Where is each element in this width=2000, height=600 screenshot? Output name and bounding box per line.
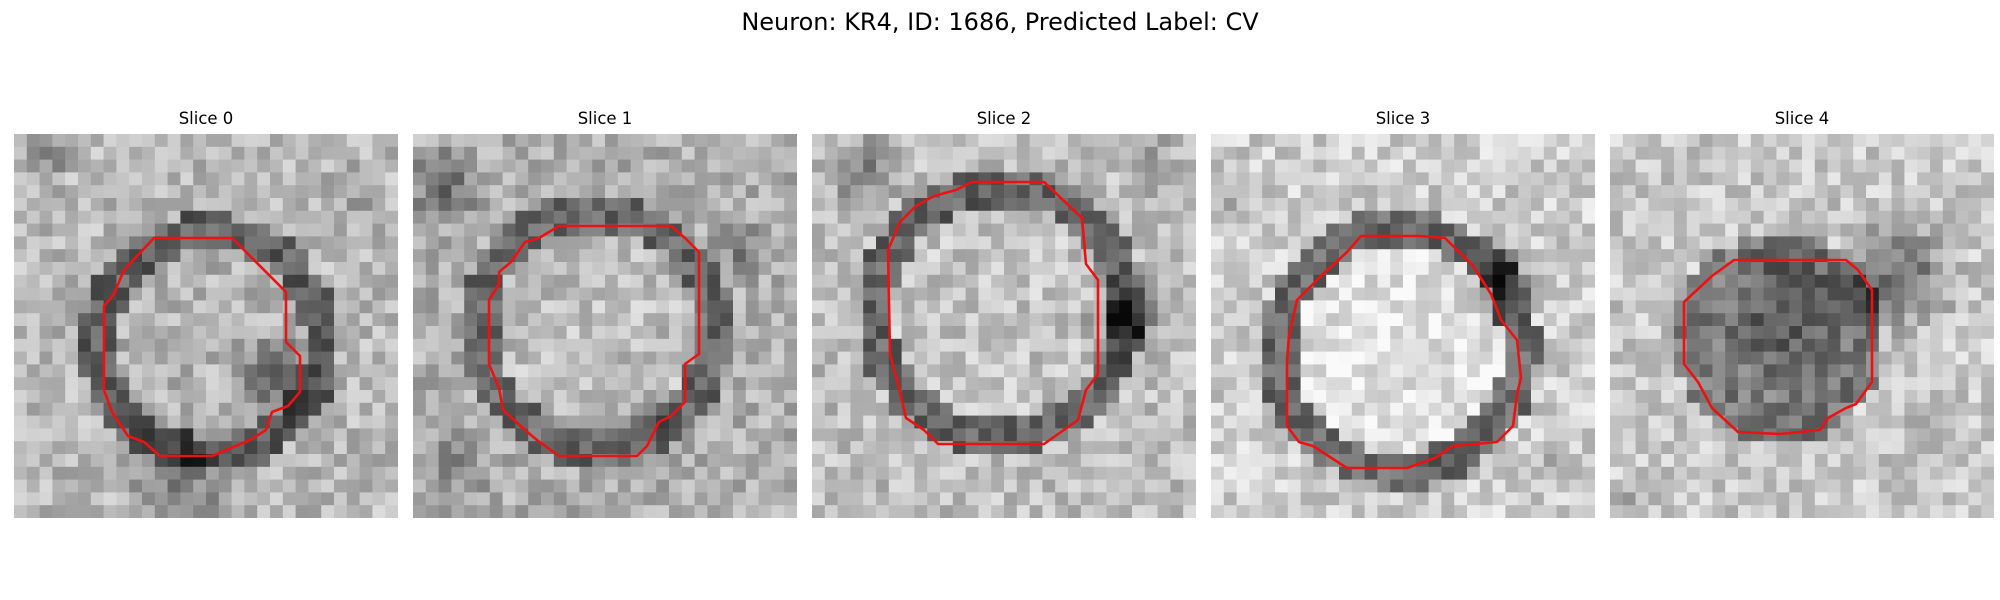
slice-image-1: [413, 134, 797, 518]
micrograph-pixels: [1211, 134, 1595, 518]
micrograph-pixels: [14, 134, 398, 518]
segmentation-contour: [102, 236, 302, 458]
slice-panel-1: Slice 1: [413, 108, 797, 518]
slice-panel-4: Slice 4: [1610, 108, 1994, 518]
slice-title-4: Slice 4: [1774, 109, 1830, 128]
slice-image-4: [1610, 134, 1994, 518]
slice-image-2: [812, 134, 1196, 518]
micrograph-pixels: [812, 134, 1196, 518]
slice-image-0: [14, 134, 398, 518]
slice-title-3: Slice 3: [1375, 109, 1431, 128]
slice-image-3: [1211, 134, 1595, 518]
segmentation-contour: [1682, 258, 1874, 436]
slice-panel-0: Slice 0: [14, 108, 398, 518]
slice-title-1: Slice 1: [577, 109, 633, 128]
micrograph-pixels: [413, 134, 797, 518]
figure-title: Neuron: KR4, ID: 1686, Predicted Label: …: [741, 8, 1259, 36]
micrograph-pixels: [1610, 134, 1994, 518]
segmentation-contour: [1285, 234, 1523, 470]
slice-panel-3: Slice 3: [1211, 108, 1595, 518]
segmentation-contour: [487, 224, 701, 458]
slice-title-0: Slice 0: [178, 109, 234, 128]
slice-title-2: Slice 2: [976, 109, 1032, 128]
segmentation-contour: [886, 180, 1100, 446]
slice-panel-2: Slice 2: [812, 108, 1196, 518]
